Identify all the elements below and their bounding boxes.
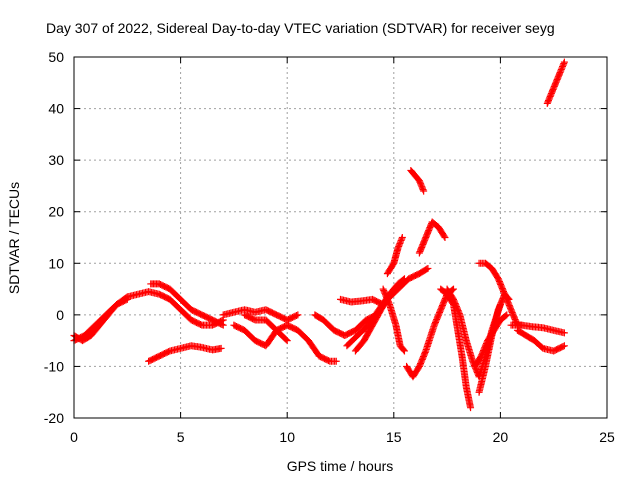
y-tick-label: -20 xyxy=(44,410,64,426)
data-point-marker xyxy=(397,238,405,246)
data-point-marker xyxy=(418,184,426,192)
data-point-marker xyxy=(400,347,408,355)
y-tick-label: 10 xyxy=(48,255,64,271)
x-tick-label: 15 xyxy=(386,429,402,445)
data-point-marker xyxy=(502,312,510,320)
x-tick-label: 20 xyxy=(493,429,509,445)
data-point-marker xyxy=(217,344,225,352)
data-point-marker xyxy=(399,276,407,284)
data-point-marker xyxy=(419,186,427,194)
data-point-marker xyxy=(283,337,291,345)
data-point-marker xyxy=(415,177,423,185)
data-point-marker xyxy=(557,67,565,75)
data-point-marker xyxy=(557,66,565,74)
data-point-marker xyxy=(394,244,402,252)
axis-ticks: 0 5 10 15 20 25 -20 -10 0 10 20 30 40 50 xyxy=(44,49,615,445)
grid-lines xyxy=(74,57,607,418)
data-point-marker xyxy=(504,294,512,302)
data-point-marker xyxy=(559,61,567,69)
data-point-marker xyxy=(282,336,290,344)
data-point-marker xyxy=(440,232,448,240)
y-tick-label: 50 xyxy=(48,49,64,65)
series-track-21 xyxy=(471,311,511,370)
data-point-marker xyxy=(122,296,130,304)
chart-title: Day 307 of 2022, Sidereal Day-to-day VTE… xyxy=(46,20,555,36)
x-axis-label: GPS time / hours xyxy=(287,458,394,474)
data-point-marker xyxy=(395,241,403,249)
x-tick-label: 0 xyxy=(70,429,78,445)
series-track-14 xyxy=(407,166,428,195)
data-points xyxy=(70,58,568,412)
data-point-marker xyxy=(418,183,426,191)
data-point-marker xyxy=(503,311,511,319)
data-point-marker xyxy=(424,264,432,272)
series-track-3 xyxy=(147,280,227,329)
data-point-marker xyxy=(416,178,424,186)
series-track-22 xyxy=(507,321,568,337)
x-tick-label: 5 xyxy=(177,429,185,445)
data-point-marker xyxy=(398,234,406,241)
y-tick-label: 20 xyxy=(48,204,64,220)
series-track-24 xyxy=(543,58,568,107)
data-point-marker xyxy=(417,180,425,188)
data-point-marker xyxy=(449,285,457,293)
data-point-marker xyxy=(398,235,406,243)
y-tick-label: -10 xyxy=(44,358,64,374)
data-point-marker xyxy=(420,187,428,195)
data-point-marker xyxy=(556,68,564,76)
plot-frame xyxy=(73,56,608,419)
series-track-4 xyxy=(145,342,225,365)
data-point-marker xyxy=(218,321,226,329)
data-point-marker xyxy=(396,239,404,247)
series-track-8 xyxy=(311,264,432,339)
data-point-marker xyxy=(505,295,513,303)
data-point-marker xyxy=(395,242,403,250)
data-point-marker xyxy=(293,312,301,320)
series-track-20 xyxy=(475,290,513,396)
data-point-marker xyxy=(558,64,566,72)
data-point-marker xyxy=(400,275,408,283)
data-point-marker xyxy=(417,181,425,189)
series-track-2 xyxy=(70,295,131,345)
data-point-marker xyxy=(423,265,431,273)
x-tick-label: 10 xyxy=(279,429,295,445)
data-point-marker xyxy=(397,236,405,244)
data-point-marker xyxy=(332,357,340,365)
series-track-13 xyxy=(383,234,406,278)
data-point-marker xyxy=(560,60,568,68)
data-point-marker xyxy=(294,311,302,319)
series-track-15 xyxy=(403,285,457,381)
data-point-marker xyxy=(441,234,449,241)
y-tick-label: 0 xyxy=(56,307,64,323)
series-track-6 xyxy=(230,321,340,365)
data-point-marker xyxy=(560,342,568,350)
data-point-marker xyxy=(560,329,568,337)
y-tick-label: 40 xyxy=(48,101,64,117)
data-point-marker xyxy=(400,346,408,354)
data-point-marker xyxy=(560,58,568,66)
y-axis-label: SDTVAR / TECUs xyxy=(6,182,22,294)
y-tick-label: 30 xyxy=(48,152,64,168)
data-point-marker xyxy=(559,63,567,71)
series-track-12 xyxy=(379,285,408,355)
series-track-23 xyxy=(513,326,568,355)
data-point-marker xyxy=(123,295,131,303)
series-track-7 xyxy=(241,311,291,345)
data-point-marker xyxy=(219,321,227,329)
data-point-marker xyxy=(467,404,475,412)
series-track-16 xyxy=(415,218,449,257)
data-point-marker xyxy=(559,342,567,350)
x-tick-label: 25 xyxy=(599,429,615,445)
